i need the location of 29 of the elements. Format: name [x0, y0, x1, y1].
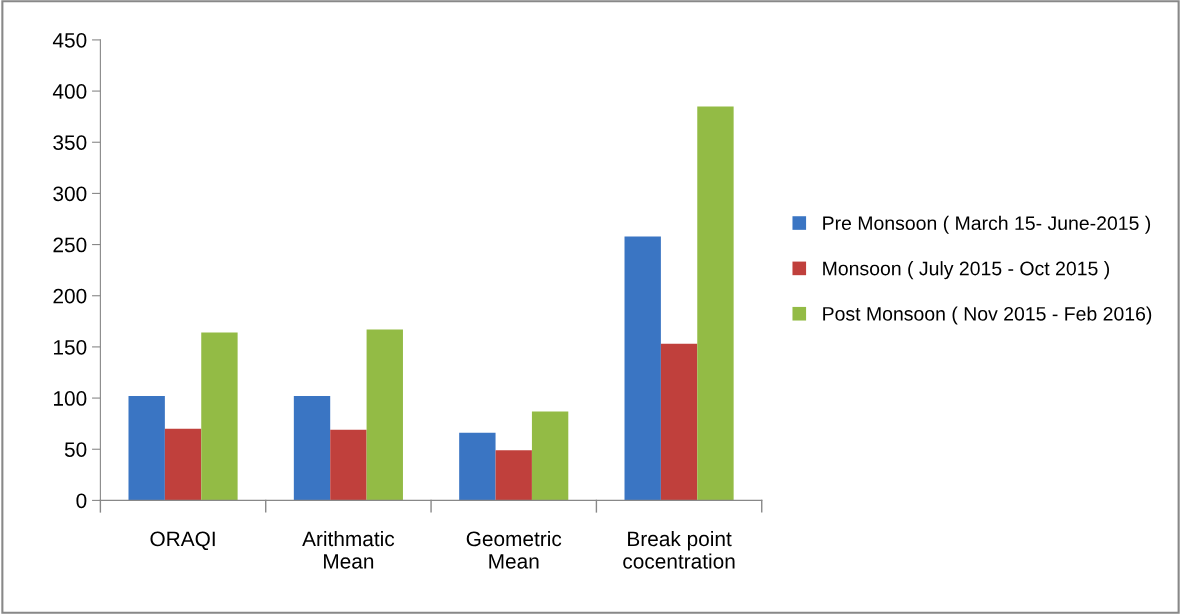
y-tick-label: 100: [54, 391, 87, 406]
bar: [330, 429, 367, 501]
bar: [366, 329, 403, 501]
y-tick-label: 350: [53, 135, 87, 150]
bar: [459, 432, 496, 501]
bar: [201, 332, 238, 501]
bar: [660, 343, 698, 501]
bar: [128, 396, 165, 501]
x-tick-label: Geometric Mean: [466, 530, 562, 569]
bar: [164, 428, 202, 501]
y-tick-label: 450: [52, 32, 87, 48]
y-tick-label: 0: [76, 493, 87, 509]
legend-label: Pre Monsoon ( March 15- June-2015 ): [823, 215, 1151, 234]
legend-label: Monsoon ( July 2015 - Oct 2015 ): [823, 261, 1109, 280]
y-tick-label: 250: [53, 237, 87, 253]
legend-label: Post Monsoon ( Nov 2015 - Feb 2016): [823, 306, 1152, 325]
x-tick-label: Arithmatic Mean: [302, 530, 395, 569]
y-tick-label: 150: [54, 339, 87, 355]
bar: [293, 396, 331, 501]
bar: [531, 411, 569, 501]
y-tick-label: 50: [64, 442, 87, 457]
bar: [624, 236, 661, 501]
y-tick-label: 300: [53, 186, 87, 202]
x-tick-label: Break point cocentration: [623, 530, 735, 569]
y-tick-label: 400: [52, 84, 87, 99]
bar: [697, 106, 734, 501]
y-tick-label: 200: [53, 288, 87, 304]
bar: [495, 450, 532, 501]
x-tick-label: ORAQI: [150, 531, 215, 550]
